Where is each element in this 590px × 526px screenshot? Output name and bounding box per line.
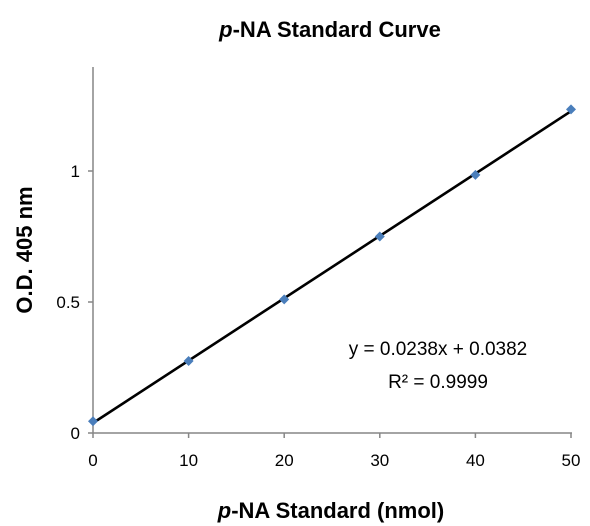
data-point <box>374 231 385 242</box>
y-axis-title: O.D. 405 nm <box>12 186 37 313</box>
y-tick-label: 0.5 <box>56 293 80 312</box>
x-tick-label: 0 <box>88 451 97 470</box>
y-ticks: 00.51 <box>56 162 93 443</box>
x-tick-label: 50 <box>562 451 581 470</box>
y-tick-label: 0 <box>71 424 80 443</box>
equation-label: y = 0.0238x + 0.0382 <box>349 339 528 360</box>
y-tick-label: 1 <box>71 162 80 181</box>
chart-title: p-NA Standard Curve <box>218 17 441 42</box>
data-point <box>88 416 98 427</box>
r-squared-label: R² = 0.9999 <box>388 372 488 393</box>
x-tick-label: 40 <box>466 451 485 470</box>
x-tick-label: 20 <box>275 451 294 470</box>
data-point <box>470 169 481 180</box>
chart-title-italic: p <box>218 17 232 42</box>
data-point <box>183 355 194 366</box>
data-point <box>279 294 290 305</box>
x-axis-title: p-NA Standard (nmol) <box>217 498 445 523</box>
data-points <box>88 104 576 427</box>
x-tick-label: 30 <box>370 451 389 470</box>
chart-title-rest: -NA Standard Curve <box>233 17 441 42</box>
trendline-group <box>92 110 572 425</box>
trendline <box>92 110 572 425</box>
x-ticks: 0 10 20 30 40 50 <box>88 433 580 470</box>
data-point <box>566 104 576 115</box>
x-axis-title-italic: p <box>217 498 231 523</box>
x-tick-label: 10 <box>179 451 198 470</box>
x-axis-title-rest: -NA Standard (nmol) <box>231 498 444 523</box>
